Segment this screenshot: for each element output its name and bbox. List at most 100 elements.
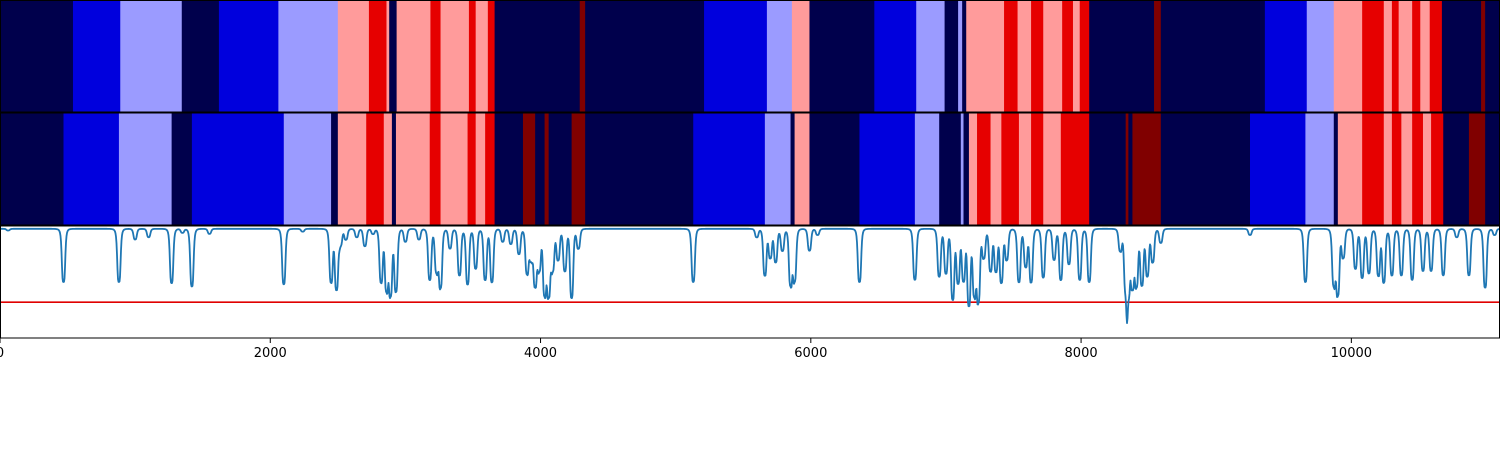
heatmap-cell-2-36 [990,113,1002,225]
heatmap-cell-2-23 [585,113,694,225]
heatmap-cell-2-8 [366,113,385,225]
heatmap-cell-2-4 [191,113,285,225]
heatmap-cell-1-14 [475,0,489,112]
heatmap-cell-1-30 [1017,0,1032,112]
heatmap-cell-2-40 [1043,113,1062,225]
heatmap-cell-2-17 [494,113,524,225]
heatmap-cell-2-29 [859,113,916,225]
x-tick-label-5: 10000 [1331,346,1372,361]
heatmap-cell-2-53 [1391,113,1402,225]
x-tick-label-3: 6000 [794,346,827,361]
heatmap-cell-1-28 [966,0,1005,112]
heatmap-cell-1-15 [487,0,495,112]
heatmap-strip-1 [0,0,1500,112]
heatmap-cell-2-6 [331,113,339,225]
heatmap-cell-1-36 [1089,0,1155,112]
heatmap-cell-1-31 [1031,0,1044,112]
heatmap-cell-1-44 [1391,0,1400,112]
heatmap-cell-1-49 [1441,0,1482,112]
heatmap-cell-1-51 [1485,0,1500,112]
heatmap-cell-1-10 [396,0,431,112]
heatmap-cell-1-47 [1420,0,1431,112]
heatmap-cell-1-35 [1079,0,1090,112]
x-axis: 0 2000 4000 6000 8000 10000 [0,338,1372,361]
heatmap-cell-1-19 [704,0,768,112]
heatmap-cell-2-39 [1031,113,1044,225]
heatmap-cell-1-39 [1264,0,1308,112]
heatmap-cell-1-29 [1004,0,1018,112]
heatmap-cell-1-9 [389,0,398,112]
heatmap-cell-2-30 [914,113,940,225]
heatmap-cell-1-20 [766,0,793,112]
heatmap-cell-1-6 [337,0,370,112]
heatmap-cell-1-22 [809,0,875,112]
heatmap-cell-1-13 [468,0,477,112]
heatmap-cell-2-34 [968,113,978,225]
heatmap-cell-2-32 [960,113,964,225]
heatmap-cell-2-21 [548,113,573,225]
heatmap-cell-2-41 [1060,113,1090,225]
heatmap-cell-2-38 [1018,113,1032,225]
heatmap-cell-2-11 [395,113,431,225]
heatmap-cell-2-16 [485,113,495,225]
heatmap-cell-1-7 [368,0,387,112]
heatmap-cell-2-42 [1089,113,1127,225]
heatmap-cell-2-48 [1305,113,1335,225]
heatmap-cell-2-7 [337,113,367,225]
heatmap-cell-2-57 [1431,113,1444,225]
heatmap-cell-1-8 [386,0,390,112]
x-tick-label-4: 8000 [1065,346,1098,361]
x-tick-label-0: 0 [0,346,4,361]
heatmap-cell-2-2 [118,113,173,225]
heatmap-cell-1-27 [962,0,967,112]
heatmap-cell-2-54 [1401,113,1413,225]
heatmap-cell-2-59 [1468,113,1486,225]
line-panel-frame [0,225,1500,339]
heatmap-cell-1-40 [1306,0,1335,112]
heatmap-cell-2-24 [693,113,766,225]
heatmap-cell-2-52 [1383,113,1393,225]
x-tick-label-2: 4000 [524,346,557,361]
heatmap-cell-1-2 [120,0,183,112]
heatmap-cell-1-48 [1429,0,1443,112]
heatmap-cell-2-26 [790,113,795,225]
heatmap-cell-2-50 [1337,113,1363,225]
heatmap-cell-2-20 [544,113,550,225]
heatmap-cell-1-24 [916,0,945,112]
heatmap-cell-1-25 [944,0,959,112]
heatmap-cell-2-15 [475,113,486,225]
heatmap-cell-1-45 [1398,0,1413,112]
heatmap-cell-2-44 [1128,113,1133,225]
heatmap-cell-1-17 [579,0,586,112]
heatmap-cell-1-50 [1481,0,1486,112]
x-tick-label-1: 2000 [254,346,287,361]
heatmap-cell-2-0 [0,113,64,225]
heatmap-cell-1-18 [585,0,705,112]
heatmap-cell-1-26 [958,0,963,112]
heatmap-cell-2-9 [383,113,393,225]
heatmap-cell-2-5 [283,113,332,225]
heatmap-cell-2-27 [794,113,810,225]
heatmap-cell-2-19 [535,113,545,225]
heatmap-cell-2-46 [1160,113,1251,225]
heatmap-cell-1-3 [181,0,220,112]
heatmap-cell-1-32 [1043,0,1063,112]
heatmap-cell-2-47 [1250,113,1306,225]
heatmap-cell-1-34 [1072,0,1081,112]
heatmap-cell-1-11 [430,0,441,112]
heatmap-cell-2-49 [1333,113,1339,225]
heatmap-cell-2-13 [440,113,468,225]
heatmap-cell-1-43 [1383,0,1393,112]
heatmap-cell-2-56 [1422,113,1432,225]
heatmap-cell-1-21 [791,0,810,112]
heatmap-cell-2-31 [939,113,962,225]
heatmap-cell-2-3 [171,113,193,225]
heatmap-cell-2-25 [764,113,791,225]
heatmap-cell-1-41 [1333,0,1363,112]
heatmap-cell-2-22 [571,113,586,225]
heatmap-cell-1-38 [1160,0,1266,112]
heatmap-cell-2-43 [1125,113,1129,225]
heatmap-cell-1-1 [72,0,121,112]
heatmap-cell-2-1 [63,113,120,225]
